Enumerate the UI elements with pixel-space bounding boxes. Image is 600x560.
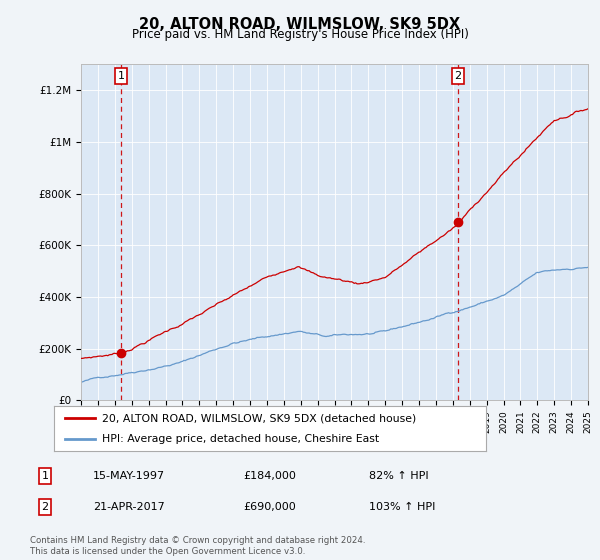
Text: 21-APR-2017: 21-APR-2017 [93, 502, 165, 512]
Text: 103% ↑ HPI: 103% ↑ HPI [369, 502, 436, 512]
Text: 1: 1 [41, 471, 49, 481]
Text: 2: 2 [454, 71, 461, 81]
Text: HPI: Average price, detached house, Cheshire East: HPI: Average price, detached house, Ches… [101, 433, 379, 444]
Text: 1: 1 [118, 71, 125, 81]
Text: £690,000: £690,000 [243, 502, 296, 512]
Text: 20, ALTON ROAD, WILMSLOW, SK9 5DX: 20, ALTON ROAD, WILMSLOW, SK9 5DX [139, 17, 461, 32]
Text: Contains HM Land Registry data © Crown copyright and database right 2024.
This d: Contains HM Land Registry data © Crown c… [30, 536, 365, 556]
Text: 82% ↑ HPI: 82% ↑ HPI [369, 471, 428, 481]
Text: £184,000: £184,000 [243, 471, 296, 481]
Text: Price paid vs. HM Land Registry's House Price Index (HPI): Price paid vs. HM Land Registry's House … [131, 28, 469, 41]
Text: 2: 2 [41, 502, 49, 512]
Text: 20, ALTON ROAD, WILMSLOW, SK9 5DX (detached house): 20, ALTON ROAD, WILMSLOW, SK9 5DX (detac… [101, 413, 416, 423]
Text: 15-MAY-1997: 15-MAY-1997 [93, 471, 165, 481]
